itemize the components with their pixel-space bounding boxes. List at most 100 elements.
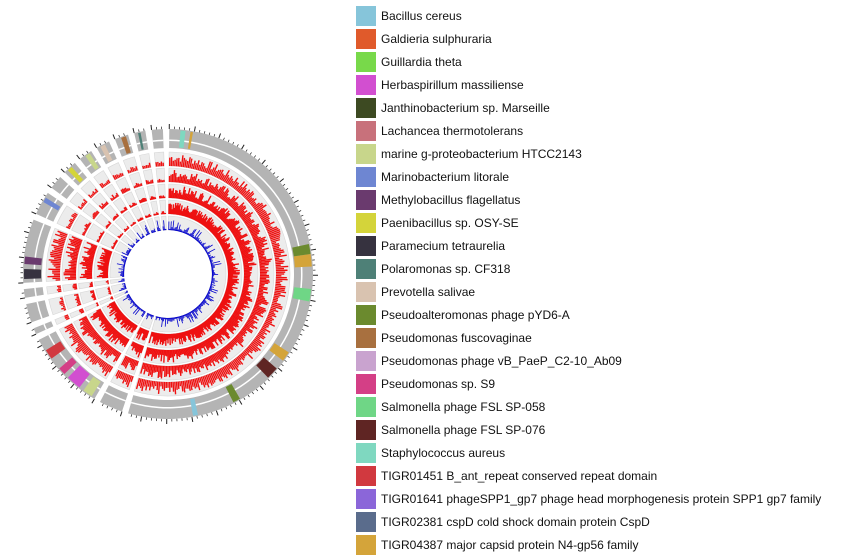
histogram-bar [108,330,118,341]
outer-tick [305,319,308,322]
histogram-bar [173,202,177,215]
histogram-bar [173,333,177,342]
histogram-bar [82,327,94,336]
histogram-bar [69,329,76,335]
histogram-bar [183,331,187,341]
histogram-bar [260,212,272,220]
histogram-bar [222,326,227,332]
histogram-bar [245,219,254,226]
histogram-bar [271,242,280,247]
histogram-bar [273,295,280,298]
inner-line-mark [118,280,125,283]
histogram-bar [214,370,222,382]
outer-tick [211,412,213,415]
histogram-bar [123,188,127,193]
histogram-bar [209,316,218,326]
histogram-bar [196,193,202,205]
inner-line-mark [209,288,213,291]
histogram-bar [98,235,102,239]
histogram-bar [147,363,151,373]
histogram-bar [50,251,62,256]
histogram-bar [139,217,142,221]
histogram-bar [188,346,194,359]
histogram-bar [116,370,122,379]
histogram-bar [221,243,228,248]
histogram-bar [214,206,221,215]
histogram-bar [263,322,270,327]
histogram-bar [149,364,153,375]
histogram-bar [83,227,88,231]
histogram-bar [110,302,117,307]
legend-swatch [356,534,376,555]
inner-line-mark [155,316,158,321]
histogram-bar [252,308,264,315]
histogram-bar [72,251,79,254]
histogram-bar [194,344,198,352]
histogram-bar [134,185,137,188]
outer-tick [287,355,290,358]
histogram-bar [204,217,213,228]
histogram-bar [185,179,189,185]
histogram-bar [65,317,70,321]
histogram-bar [56,288,62,291]
histogram-bar [53,246,63,251]
histogram-bar [184,331,187,336]
inner-line-mark [195,307,198,310]
histogram-bar [89,290,95,293]
histogram-bar [210,206,215,212]
inner-line-mark [204,245,210,250]
histogram-bar [258,286,268,289]
legend-swatch [356,350,376,371]
annotation-block [100,144,113,162]
histogram-bar [231,226,241,233]
histogram-bar [92,295,96,299]
histogram-bar [54,257,62,261]
inner-line-mark [200,243,202,245]
histogram-bar [100,256,110,261]
inner-line-mark [185,227,190,235]
histogram-bar [209,226,215,232]
histogram-bar [232,181,238,189]
histogram-bar [242,254,253,259]
histogram-bar [214,188,219,196]
histogram-bar [255,242,264,247]
histogram-bar [137,344,142,353]
histogram-bar [243,262,255,266]
inner-line-mark [196,306,203,314]
histogram-bar [147,380,151,387]
inner-line-mark [202,301,206,304]
inner-line-mark [141,233,145,238]
histogram-bar [184,364,188,373]
histogram-bar [203,375,210,388]
histogram-bar [235,307,242,312]
histogram-bar [199,200,203,206]
inner-line-mark [188,312,194,322]
histogram-bar [123,207,127,212]
histogram-bar [212,335,217,342]
histogram-bar [186,188,191,201]
histogram-bar [233,358,240,366]
histogram-bar [227,267,238,270]
histogram-bar [67,254,78,259]
histogram-bar [196,343,202,354]
histogram-bar [111,197,115,201]
histogram-bar [203,217,211,227]
histogram-bar [223,324,235,335]
legend-swatch [356,120,376,141]
histogram-bar [256,297,267,302]
histogram-bar [114,309,121,316]
histogram-bar [152,381,156,389]
histogram-bar [215,234,221,239]
histogram-bar [49,253,62,257]
histogram-bar [207,221,215,230]
inner-line-mark [180,229,182,232]
histogram-bar [179,205,183,216]
histogram-bar [108,303,117,309]
histogram-bar [234,309,244,317]
histogram-bar [220,174,225,181]
histogram-bar [234,233,241,239]
histogram-bar [104,250,112,255]
inner-ring-segment [112,197,129,215]
histogram-bar [243,349,254,360]
histogram-bar [140,217,143,221]
